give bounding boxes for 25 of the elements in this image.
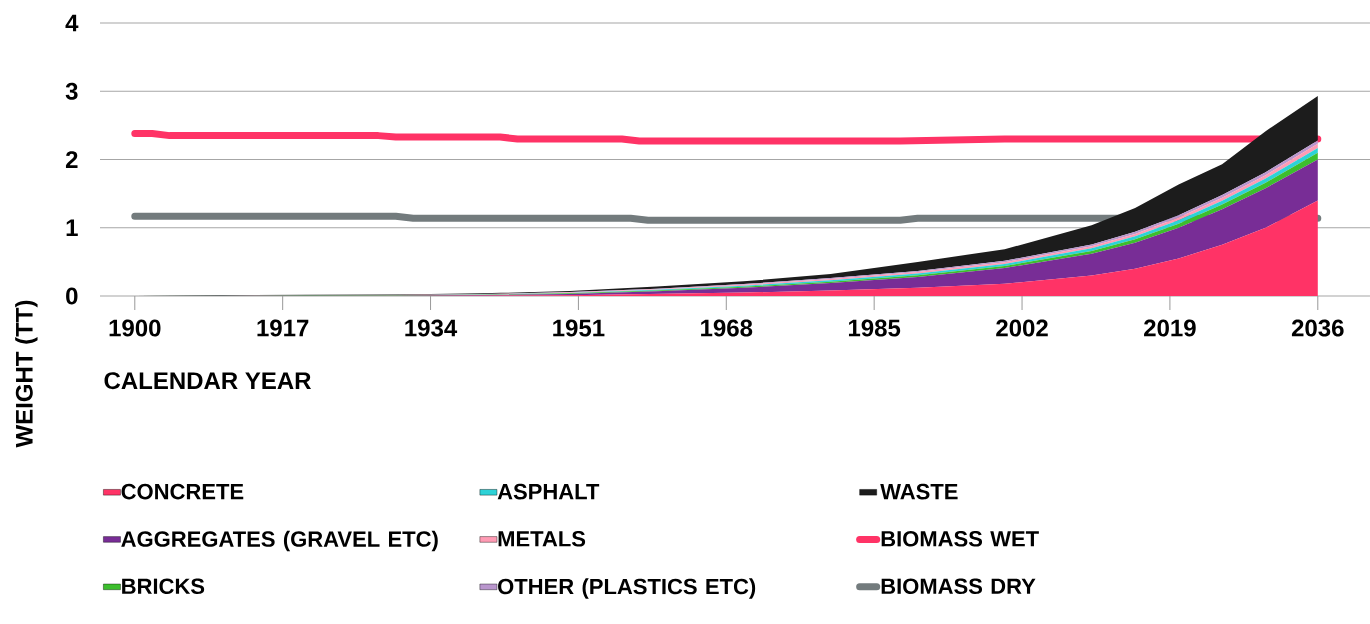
x-tick-label: 2019 — [1144, 319, 1196, 337]
y-tick-label: 2 — [65, 151, 78, 168]
x-tick-label: 1968 — [701, 319, 753, 337]
legend-label: ASPHALT — [497, 483, 600, 500]
x-tick-label: 1934 — [405, 319, 458, 337]
x-tick-label: 2036 — [1291, 319, 1344, 337]
x-tick-label: 1951 — [553, 319, 605, 337]
legend-label: CONCRETE — [121, 483, 244, 500]
x-tick-label: 1917 — [257, 319, 309, 337]
legend-label: BIOMASS DRY — [881, 578, 1036, 595]
legend-label: METALS — [498, 530, 586, 547]
y-tick-label: 4 — [65, 14, 79, 32]
legend-label: BRICKS — [122, 578, 205, 595]
x-tick-label: 1900 — [109, 319, 161, 337]
x-tick-label: 1985 — [848, 319, 901, 337]
y-tick-label: 1 — [66, 219, 78, 237]
legend-label: AGGREGATES (GRAVEL ETC) — [121, 530, 438, 552]
y-axis-title: WEIGHT (TT) — [15, 300, 38, 448]
legend-label: BIOMASS WET — [881, 530, 1039, 547]
legend-label: WASTE — [880, 483, 958, 500]
x-tick-label: 2002 — [996, 319, 1048, 337]
x-axis-title: CALENDAR YEAR — [104, 372, 312, 390]
legend-label: OTHER (PLASTICS ETC) — [498, 578, 756, 599]
y-tick-label: 3 — [65, 82, 78, 100]
y-tick-label: 0 — [66, 287, 78, 305]
